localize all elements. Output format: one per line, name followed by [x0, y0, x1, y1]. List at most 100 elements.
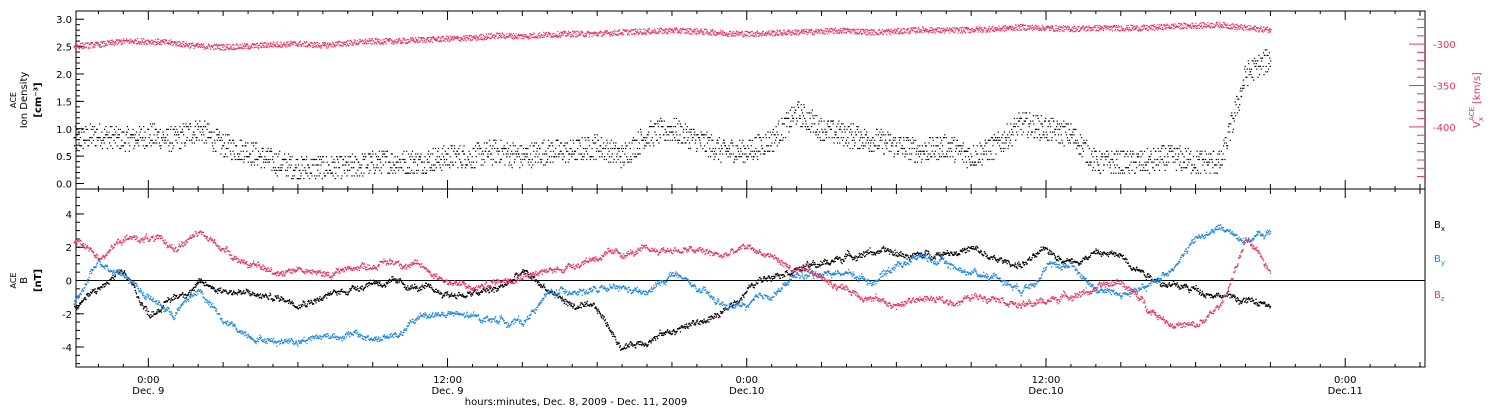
vx-point [836, 30, 838, 32]
ion-density-point [1054, 134, 1056, 136]
ion-density-point [255, 147, 257, 150]
ion-density-point [253, 161, 255, 163]
ion-density-point [1268, 63, 1270, 65]
ion-density-point [1053, 131, 1055, 133]
ion-density-point [613, 158, 615, 161]
ion-density-point [368, 153, 370, 155]
vx-point [244, 47, 246, 49]
vx-point [686, 32, 688, 34]
ion-density-point [690, 134, 692, 136]
ion-density-point [885, 142, 888, 144]
vx-point [314, 42, 317, 44]
ion-density-point [687, 137, 689, 139]
vx-point [791, 32, 793, 34]
ion-density-point [1249, 68, 1251, 70]
ion-density-point [284, 169, 287, 171]
vx-point [81, 47, 83, 49]
ion-density-point [929, 153, 931, 155]
ion-density-point [955, 150, 957, 152]
ion-density-point [186, 137, 188, 139]
ion-density-point [1163, 164, 1165, 166]
vx-point [687, 30, 690, 32]
ion-density-point [790, 126, 792, 128]
ion-density-point [1225, 137, 1227, 139]
ion-density-point [897, 153, 899, 155]
ion-density-point [203, 134, 205, 136]
vx-point [629, 30, 631, 32]
vx-point [845, 28, 847, 30]
vx-point [290, 40, 292, 42]
vx-point [80, 45, 82, 47]
ion-density-point [1237, 98, 1239, 100]
ion-density-point [939, 137, 941, 139]
vx-point [92, 47, 94, 49]
vx-point [617, 33, 619, 35]
vx-point [333, 46, 335, 48]
vx-point [958, 29, 960, 31]
ion-density-point [959, 150, 961, 152]
ion-density-point [317, 156, 319, 158]
ion-density-point [624, 153, 626, 155]
vx-point [230, 45, 232, 47]
vx-point [476, 38, 479, 40]
ion-density-point [713, 158, 715, 161]
vx-point [777, 33, 779, 35]
vx-point [543, 35, 546, 37]
vx-point [264, 45, 266, 47]
ion-density-point [1211, 161, 1213, 163]
ion-density-point [907, 137, 909, 139]
vx-point [608, 33, 611, 35]
vx-point [547, 35, 549, 37]
ion-density-point [136, 139, 138, 141]
vx-point [263, 46, 265, 48]
ion-density-point [977, 153, 979, 155]
ion-density-point [801, 109, 803, 111]
ion-density-point [920, 153, 922, 155]
vx-point [891, 30, 893, 32]
ion-density-point [229, 150, 231, 152]
ion-density-point [1129, 164, 1131, 166]
vx-point [778, 31, 781, 33]
ion-density-point [768, 150, 770, 152]
vx-point [95, 42, 97, 44]
vx-point [835, 32, 838, 34]
ion-density-point [804, 117, 806, 119]
vx-point [841, 30, 844, 32]
ion-density-point [409, 156, 411, 158]
ion-density-point [224, 153, 226, 155]
ion-density-point [630, 161, 632, 163]
ion-density-point [700, 145, 702, 147]
ion-density-point [550, 150, 552, 152]
ion-density-point [148, 142, 151, 144]
ion-density-point [382, 153, 384, 155]
ion-density-point [1016, 117, 1018, 119]
ion-density-point [769, 131, 771, 133]
vx-point [323, 43, 325, 45]
ion-density-point [286, 169, 288, 171]
vx-point [745, 30, 747, 32]
density-axis-super: ACE [9, 92, 18, 108]
ion-density-point [961, 158, 963, 161]
vx-point [652, 29, 654, 31]
vx-point [964, 28, 966, 30]
ion-density-point [854, 142, 856, 144]
vx-point [466, 36, 468, 38]
ion-density-point [270, 147, 272, 150]
ion-density-point [807, 126, 809, 128]
ion-density-point [898, 150, 900, 152]
vx-point [616, 34, 618, 36]
vx-point [387, 40, 390, 42]
vx-point [506, 36, 508, 38]
ion-density-point [1039, 137, 1041, 139]
vx-point [680, 29, 682, 31]
ion-density-point [1242, 79, 1244, 81]
ion-density-point [141, 139, 143, 141]
ion-density-point [992, 145, 994, 147]
vx-point [713, 34, 715, 36]
vx-point [589, 31, 591, 33]
vx-point [921, 29, 923, 31]
ion-density-point [686, 126, 688, 128]
vx-point [745, 34, 747, 36]
vx-point [265, 45, 267, 47]
ion-density-point [490, 153, 492, 155]
